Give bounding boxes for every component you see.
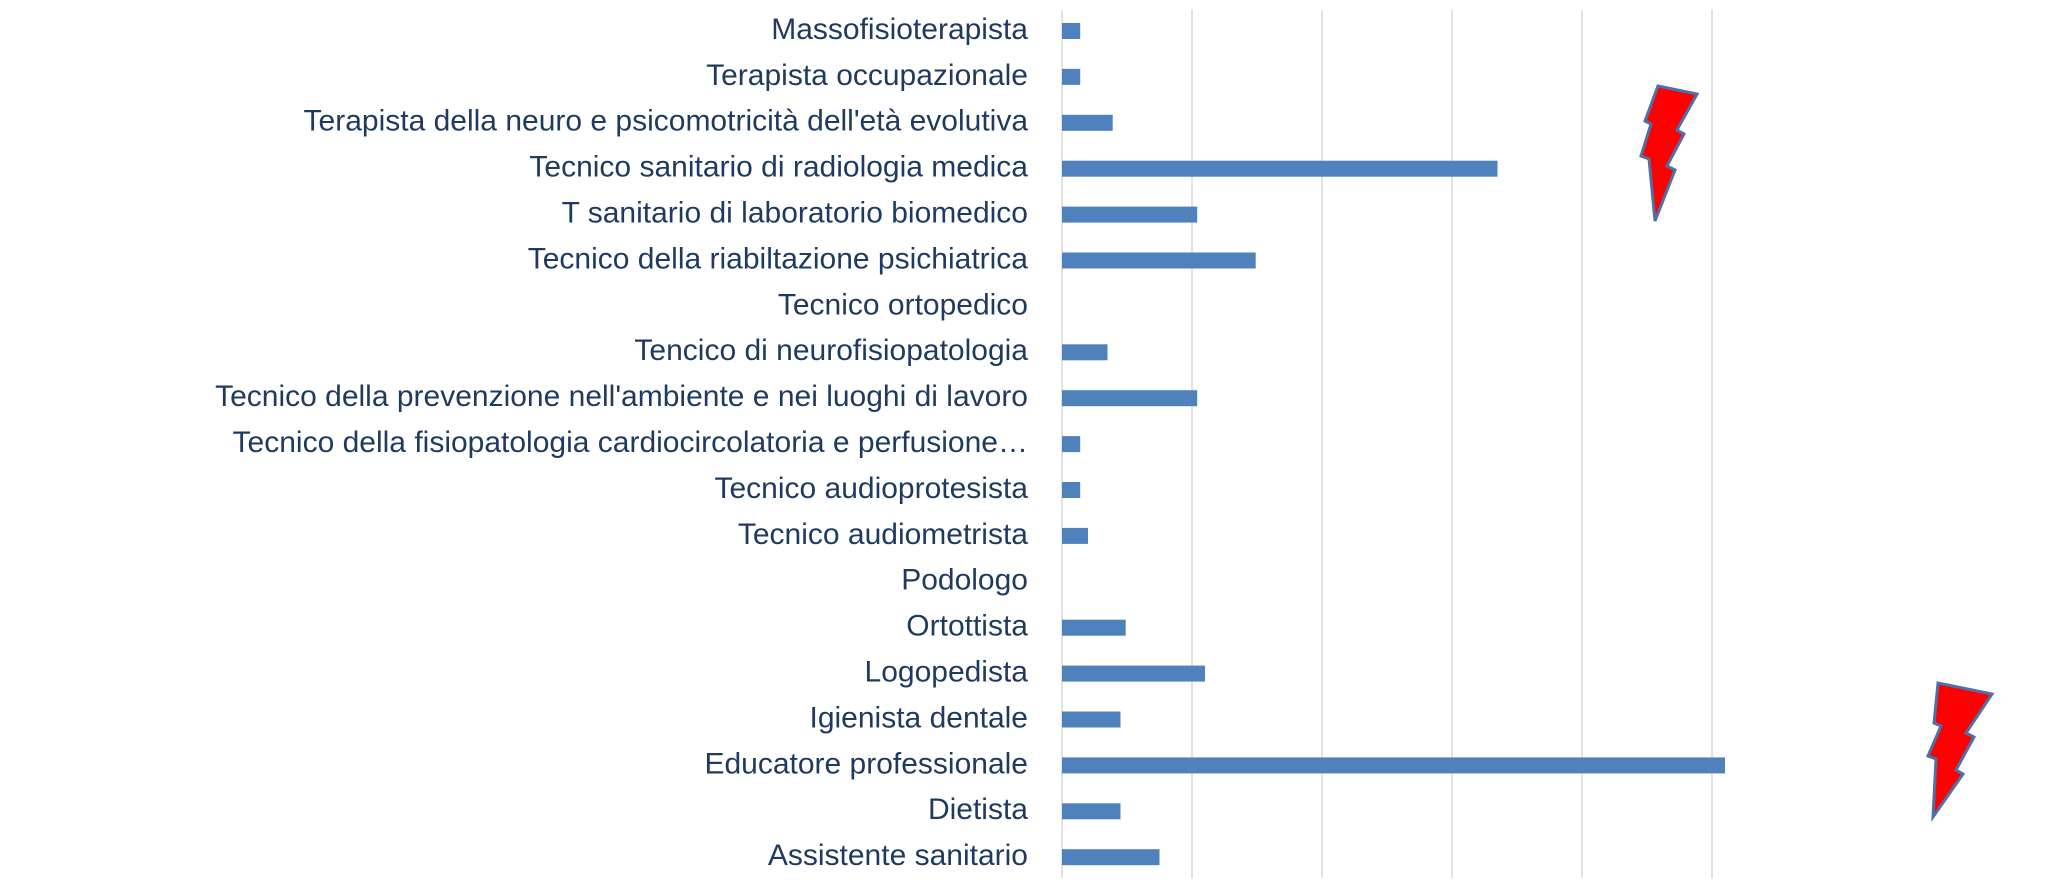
labels: Massofisioterapista Terapista occupaziona…	[215, 13, 1028, 872]
category-label: Tecnico audioprotesista	[714, 472, 1028, 505]
category-label: Massofisioterapista	[771, 13, 1028, 46]
bar	[1062, 160, 1498, 177]
lightning-icon	[1925, 681, 1995, 823]
lightning-icons	[1639, 84, 1995, 823]
category-label: Igienista dentale	[810, 701, 1029, 734]
category-label: Dietista	[928, 793, 1028, 826]
bar	[1062, 665, 1205, 682]
category-label: Podologo	[901, 564, 1028, 597]
bar	[1062, 849, 1160, 866]
bar	[1062, 757, 1725, 774]
category-label: T sanitario di laboratorio biomedico	[562, 197, 1028, 230]
category-label: Educatore professionale	[704, 747, 1028, 780]
category-label: Tecnico audiometrista	[738, 518, 1028, 551]
category-label: Tecnico ortopedico	[778, 288, 1028, 321]
category-label: Terapista occupazionale	[706, 59, 1028, 92]
category-label: Tecnico della riabiltazione psichiatrica	[528, 242, 1029, 275]
bar	[1062, 436, 1081, 453]
bars	[1062, 23, 1725, 866]
category-label: Ortottista	[906, 610, 1028, 643]
bar	[1062, 252, 1256, 269]
bar	[1062, 344, 1108, 361]
bar	[1062, 68, 1081, 85]
category-label: Tecnico della prevenzione nell'ambiente …	[215, 380, 1028, 413]
bar	[1062, 482, 1081, 498]
category-label: Logopedista	[865, 656, 1029, 689]
category-label: Assistente sanitario	[768, 839, 1028, 872]
bar	[1062, 114, 1113, 131]
category-label: Tecnico sanitario di radiologia medica	[529, 151, 1028, 184]
category-label: Terapista della neuro e psicomotricità d…	[304, 105, 1029, 138]
bar	[1062, 803, 1121, 820]
bar	[1062, 619, 1126, 636]
grid	[1061, 10, 1713, 878]
category-label: Tecnico della fisiopatologia cardiocirco…	[233, 426, 1028, 459]
bar	[1062, 23, 1081, 39]
bar	[1062, 711, 1121, 728]
lightning-icon	[1639, 84, 1700, 222]
bar	[1062, 390, 1198, 407]
bar	[1062, 206, 1198, 223]
category-label: Tencico di neurofisiopatologia	[634, 334, 1028, 367]
bar	[1062, 527, 1088, 544]
